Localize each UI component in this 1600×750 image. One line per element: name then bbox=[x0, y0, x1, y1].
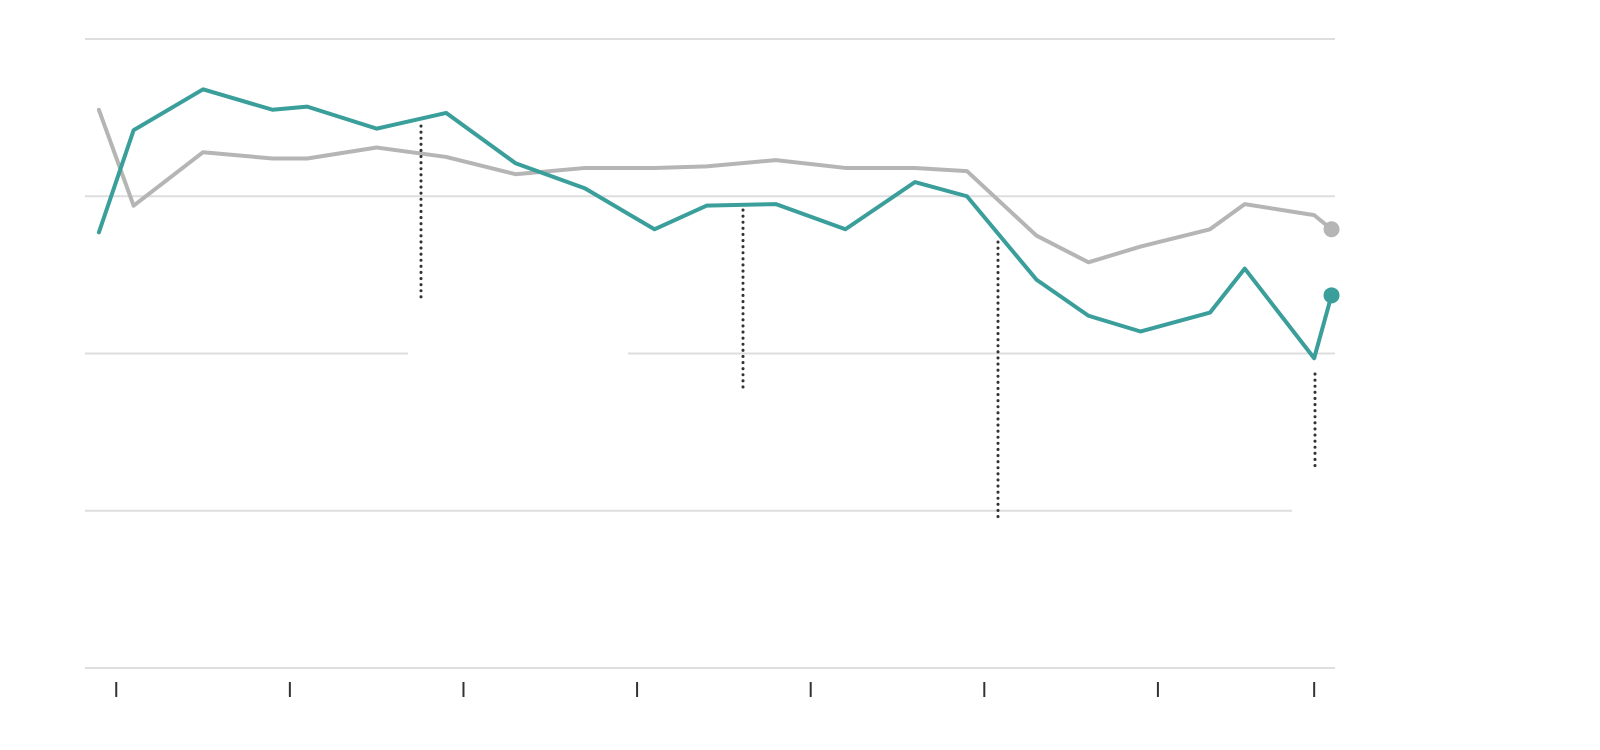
annotations bbox=[419, 124, 1317, 521]
series-line bbox=[96, 87, 1334, 361]
grid-gap bbox=[1292, 505, 1352, 517]
grid-gap bbox=[408, 348, 628, 360]
end-dot bbox=[1323, 221, 1340, 238]
grid bbox=[85, 38, 1335, 669]
end-dot bbox=[1323, 287, 1340, 304]
series-line bbox=[96, 107, 1334, 265]
lines bbox=[96, 87, 1340, 361]
